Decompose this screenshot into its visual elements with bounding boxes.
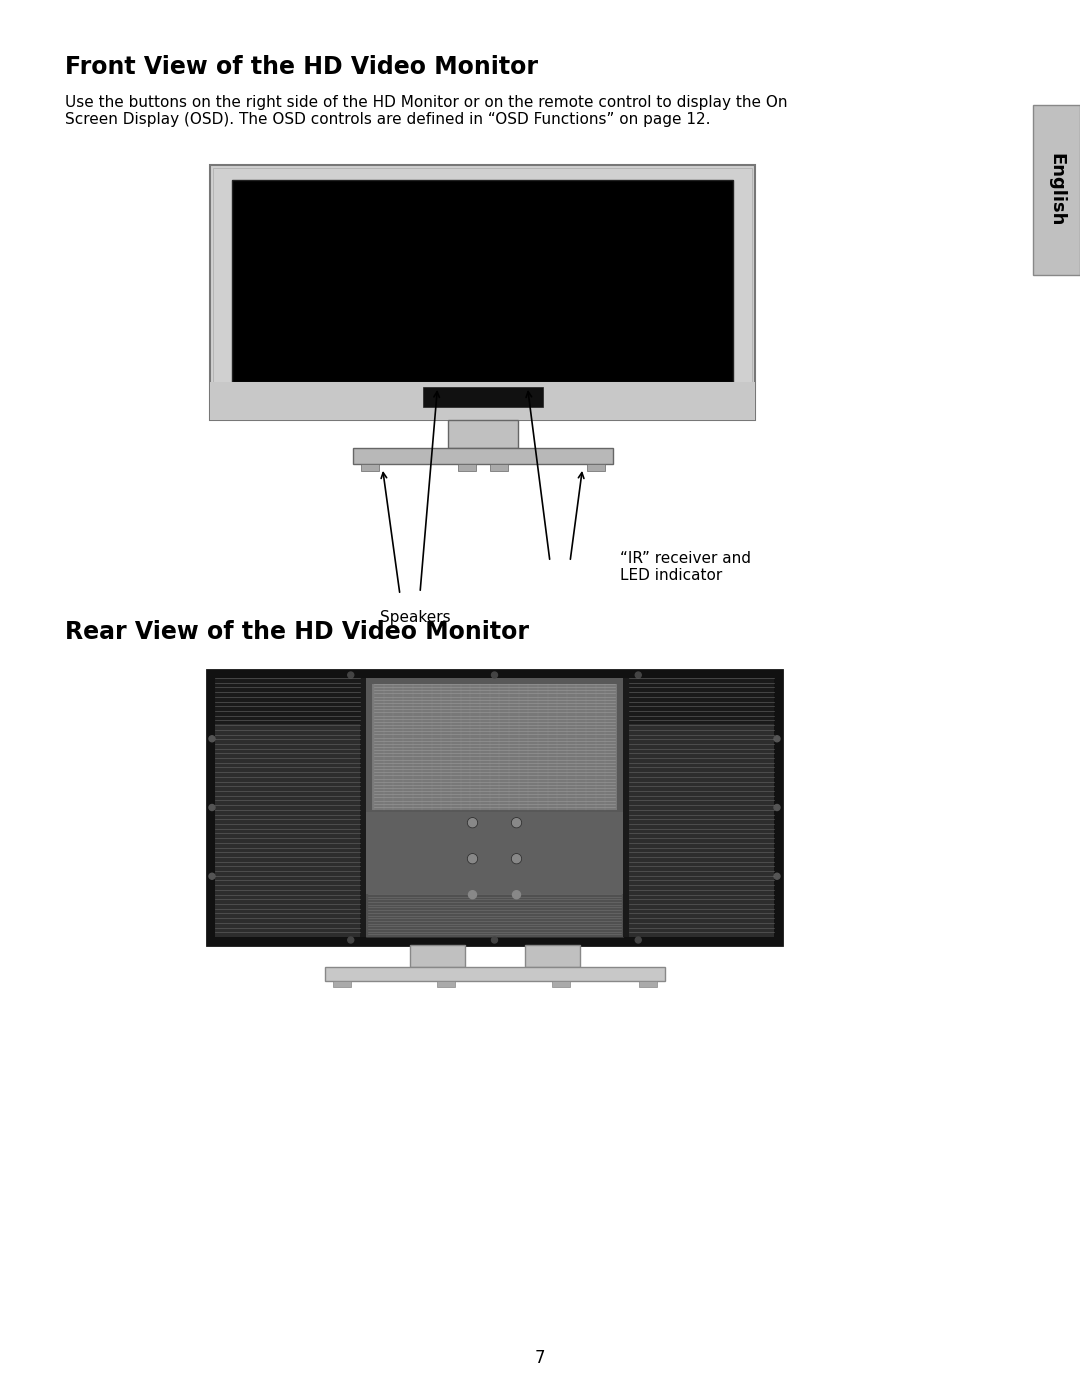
Bar bbox=[458, 464, 475, 471]
Circle shape bbox=[348, 937, 354, 943]
Bar bbox=[629, 678, 774, 724]
Bar bbox=[409, 944, 464, 967]
Circle shape bbox=[489, 921, 499, 930]
Bar bbox=[360, 678, 366, 937]
Circle shape bbox=[774, 736, 780, 742]
Bar bbox=[361, 464, 378, 471]
Bar bbox=[333, 981, 351, 988]
Bar bbox=[366, 894, 623, 937]
Bar bbox=[215, 678, 360, 937]
Bar bbox=[366, 812, 623, 894]
Bar bbox=[422, 387, 542, 407]
Bar bbox=[207, 671, 782, 944]
Bar bbox=[372, 685, 617, 810]
Text: English: English bbox=[1048, 154, 1066, 226]
Circle shape bbox=[210, 873, 215, 879]
Text: 7: 7 bbox=[535, 1350, 545, 1368]
Text: “IR” receiver and
LED indicator: “IR” receiver and LED indicator bbox=[620, 550, 751, 583]
Bar bbox=[366, 678, 623, 812]
Circle shape bbox=[513, 891, 521, 898]
Bar bbox=[213, 168, 752, 416]
Circle shape bbox=[635, 672, 642, 678]
Circle shape bbox=[469, 855, 476, 863]
Bar bbox=[476, 915, 513, 933]
Text: Use the buttons on the right side of the HD Monitor or on the remote control to : Use the buttons on the right side of the… bbox=[65, 95, 787, 127]
Circle shape bbox=[491, 672, 498, 678]
Bar bbox=[1032, 105, 1080, 275]
Bar bbox=[210, 165, 755, 420]
Bar bbox=[586, 464, 605, 471]
Circle shape bbox=[635, 937, 642, 943]
Bar bbox=[623, 678, 629, 937]
Text: Front View of the HD Video Monitor: Front View of the HD Video Monitor bbox=[65, 54, 538, 80]
Bar bbox=[366, 678, 623, 937]
Circle shape bbox=[469, 819, 476, 827]
Text: Speakers: Speakers bbox=[380, 610, 450, 624]
Circle shape bbox=[210, 805, 215, 810]
Bar bbox=[436, 981, 455, 988]
Bar bbox=[232, 180, 733, 381]
Circle shape bbox=[774, 873, 780, 879]
Circle shape bbox=[348, 672, 354, 678]
Circle shape bbox=[469, 891, 476, 898]
Text: Rear View of the HD Video Monitor: Rear View of the HD Video Monitor bbox=[65, 620, 529, 644]
Circle shape bbox=[491, 937, 498, 943]
Circle shape bbox=[210, 736, 215, 742]
Bar bbox=[525, 944, 580, 967]
Bar bbox=[638, 981, 657, 988]
Bar bbox=[629, 678, 774, 937]
Bar bbox=[552, 981, 570, 988]
Bar bbox=[489, 464, 508, 471]
Bar bbox=[352, 448, 612, 464]
Bar bbox=[215, 678, 360, 724]
Bar bbox=[447, 420, 517, 448]
Circle shape bbox=[513, 855, 521, 863]
Bar bbox=[324, 967, 664, 981]
Bar bbox=[210, 381, 755, 420]
Circle shape bbox=[774, 805, 780, 810]
Circle shape bbox=[513, 819, 521, 827]
